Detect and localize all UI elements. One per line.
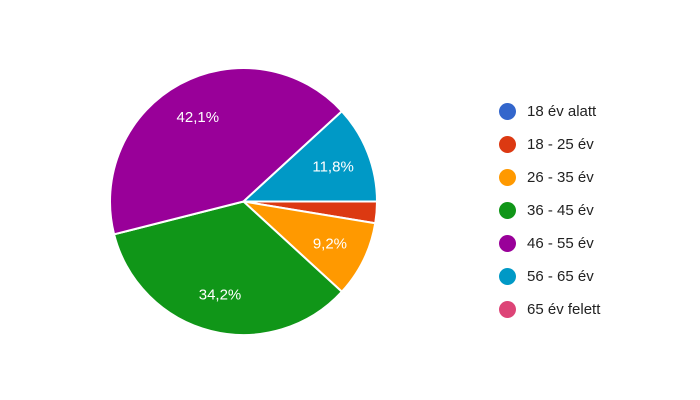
legend-swatch: [499, 301, 516, 318]
legend-label: 36 - 45 év: [527, 202, 594, 219]
legend-swatch: [499, 136, 516, 153]
pie-slice-5[interactable]: [242, 110, 378, 203]
legend-item-46-55-ev: 46 - 55 év: [499, 227, 600, 260]
pie-slice-label: 34,2%: [199, 287, 242, 304]
legend-label: 46 - 55 év: [527, 235, 594, 252]
legend-label: 56 - 65 év: [527, 268, 594, 285]
legend-item-26-35-ev: 26 - 35 év: [499, 161, 600, 194]
legend-swatch: [499, 202, 516, 219]
pie-slice-4[interactable]: [109, 67, 343, 236]
legend-item-65-ev-felett: 65 év felett: [499, 293, 600, 326]
legend-label: 18 - 25 év: [527, 136, 594, 153]
legend-swatch: [499, 268, 516, 285]
legend-label: 65 év felett: [527, 301, 601, 318]
legend-swatch: [499, 235, 516, 252]
legend-swatch: [499, 169, 516, 186]
legend-item-56-65-ev: 56 - 65 év: [499, 260, 600, 293]
pie-slice-label: 11,8%: [312, 159, 353, 176]
pie-slice-label: 42,1%: [177, 109, 220, 126]
chart-legend: 18 év alatt 18 - 25 év 26 - 35 év 36 - 4…: [499, 95, 600, 326]
legend-label: 26 - 35 év: [527, 169, 594, 186]
legend-swatch: [499, 103, 516, 120]
pie-slice-2[interactable]: [242, 200, 377, 293]
pie-slice-3[interactable]: [113, 200, 343, 336]
legend-label: 18 év alatt: [527, 103, 597, 120]
legend-item-36-45-ev: 36 - 45 év: [499, 194, 600, 227]
legend-item-18-ev-alatt: 18 év alatt: [499, 95, 600, 128]
pie-slice-label: 9,2%: [313, 236, 347, 253]
legend-item-18-25-ev: 18 - 25 év: [499, 128, 600, 161]
